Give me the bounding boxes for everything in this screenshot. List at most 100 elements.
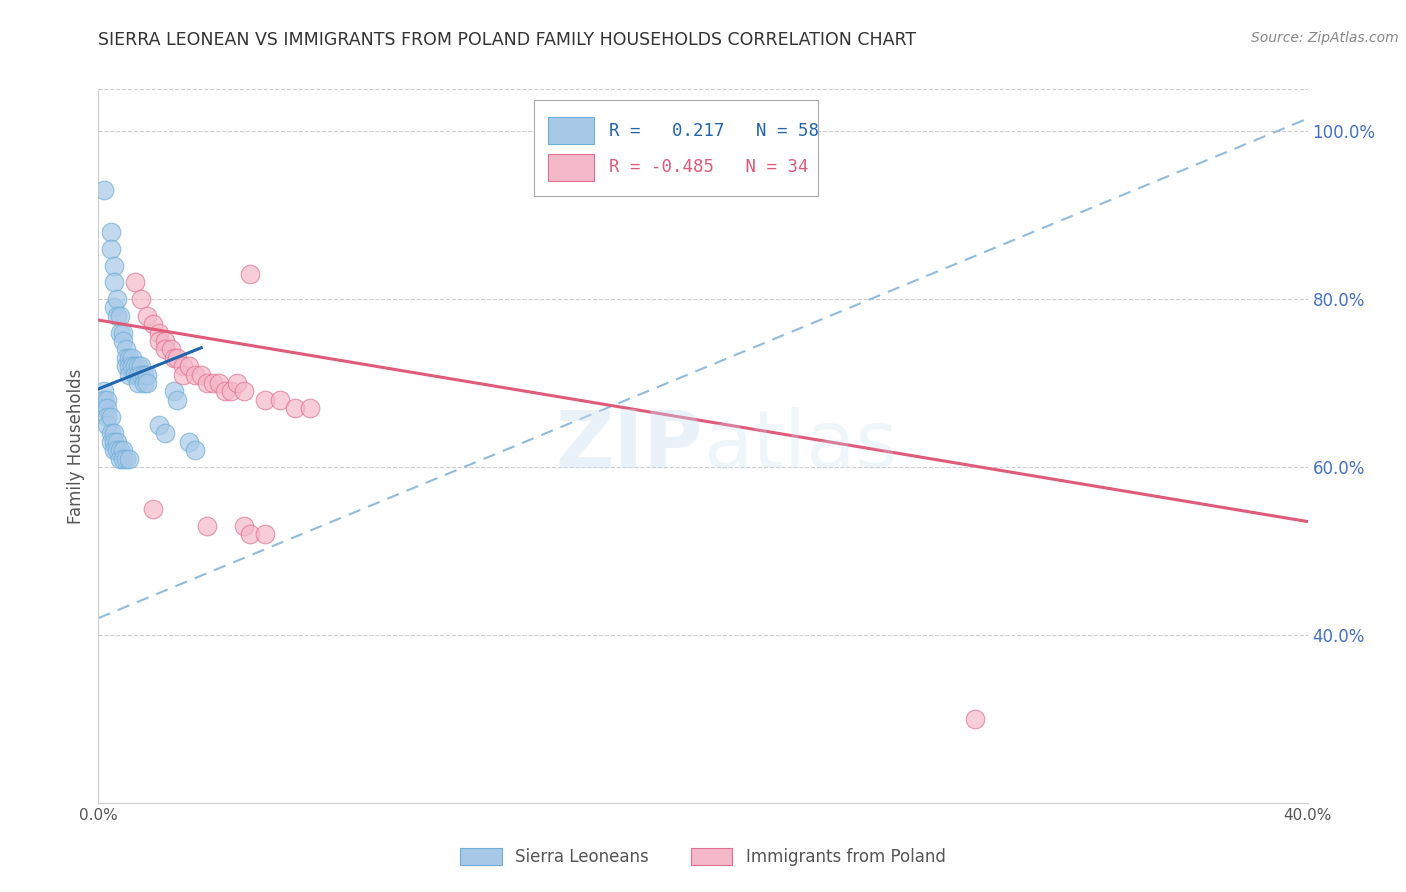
Point	[118, 451, 141, 466]
Point	[108, 309, 131, 323]
Point	[105, 443, 128, 458]
Point	[269, 392, 291, 407]
Point	[172, 368, 194, 382]
Text: R = -0.485   N = 34: R = -0.485 N = 34	[609, 159, 808, 177]
Point	[202, 376, 225, 390]
Point	[103, 259, 125, 273]
Point	[166, 351, 188, 365]
Point	[965, 712, 987, 726]
Text: atlas: atlas	[703, 407, 897, 485]
Point	[208, 376, 231, 390]
Point	[103, 443, 125, 458]
Point	[93, 384, 115, 399]
Point	[103, 301, 125, 315]
Text: Source: ZipAtlas.com: Source: ZipAtlas.com	[1251, 31, 1399, 45]
FancyBboxPatch shape	[534, 100, 818, 196]
Point	[121, 351, 143, 365]
Point	[100, 242, 122, 256]
Point	[93, 183, 115, 197]
Point	[118, 351, 141, 365]
Point	[114, 351, 136, 365]
Point	[232, 384, 254, 399]
FancyBboxPatch shape	[548, 117, 595, 145]
Point	[105, 309, 128, 323]
Point	[148, 334, 170, 348]
Point	[118, 368, 141, 382]
Point	[253, 392, 276, 407]
Point	[124, 359, 146, 374]
Point	[100, 434, 122, 449]
Point	[172, 359, 194, 374]
Point	[299, 401, 322, 416]
Point	[124, 368, 146, 382]
Point	[153, 334, 176, 348]
Point	[121, 359, 143, 374]
Point	[100, 426, 122, 441]
Point	[103, 275, 125, 289]
Point	[100, 409, 122, 424]
Point	[214, 384, 236, 399]
Text: ZIP: ZIP	[555, 407, 703, 485]
Y-axis label: Family Households: Family Households	[66, 368, 84, 524]
Point	[190, 368, 212, 382]
Point	[111, 443, 134, 458]
Point	[239, 267, 262, 281]
Point	[166, 392, 188, 407]
Point	[132, 368, 155, 382]
Point	[153, 343, 176, 357]
Point	[226, 376, 249, 390]
Point	[239, 527, 262, 541]
Point	[195, 376, 218, 390]
Point	[111, 451, 134, 466]
Point	[100, 225, 122, 239]
Point	[163, 384, 186, 399]
Point	[127, 368, 149, 382]
Point	[221, 384, 243, 399]
Point	[96, 409, 118, 424]
Point	[96, 392, 118, 407]
Point	[103, 434, 125, 449]
Point	[124, 275, 146, 289]
Point	[96, 401, 118, 416]
Legend: Sierra Leoneans, Immigrants from Poland: Sierra Leoneans, Immigrants from Poland	[451, 840, 955, 875]
Point	[96, 417, 118, 432]
Point	[135, 368, 157, 382]
Point	[148, 417, 170, 432]
Point	[114, 359, 136, 374]
Point	[142, 502, 165, 516]
FancyBboxPatch shape	[548, 153, 595, 181]
Point	[114, 343, 136, 357]
Point	[108, 443, 131, 458]
Point	[284, 401, 307, 416]
Point	[253, 527, 276, 541]
Point	[160, 343, 183, 357]
Point	[232, 518, 254, 533]
Text: R =   0.217   N = 58: R = 0.217 N = 58	[609, 121, 818, 140]
Point	[111, 326, 134, 340]
Point	[179, 434, 201, 449]
Point	[129, 359, 152, 374]
Point	[163, 351, 186, 365]
Point	[111, 334, 134, 348]
Text: SIERRA LEONEAN VS IMMIGRANTS FROM POLAND FAMILY HOUSEHOLDS CORRELATION CHART: SIERRA LEONEAN VS IMMIGRANTS FROM POLAND…	[98, 31, 917, 49]
Point	[142, 318, 165, 332]
Point	[179, 359, 201, 374]
Point	[195, 518, 218, 533]
Point	[118, 359, 141, 374]
Point	[135, 309, 157, 323]
Point	[105, 292, 128, 306]
Point	[132, 376, 155, 390]
Point	[127, 376, 149, 390]
Point	[153, 426, 176, 441]
Point	[108, 451, 131, 466]
Point	[93, 392, 115, 407]
Point	[129, 292, 152, 306]
Point	[184, 368, 207, 382]
Point	[114, 451, 136, 466]
Point	[105, 434, 128, 449]
Point	[127, 359, 149, 374]
Point	[93, 401, 115, 416]
Point	[135, 376, 157, 390]
Point	[108, 326, 131, 340]
Point	[184, 443, 207, 458]
